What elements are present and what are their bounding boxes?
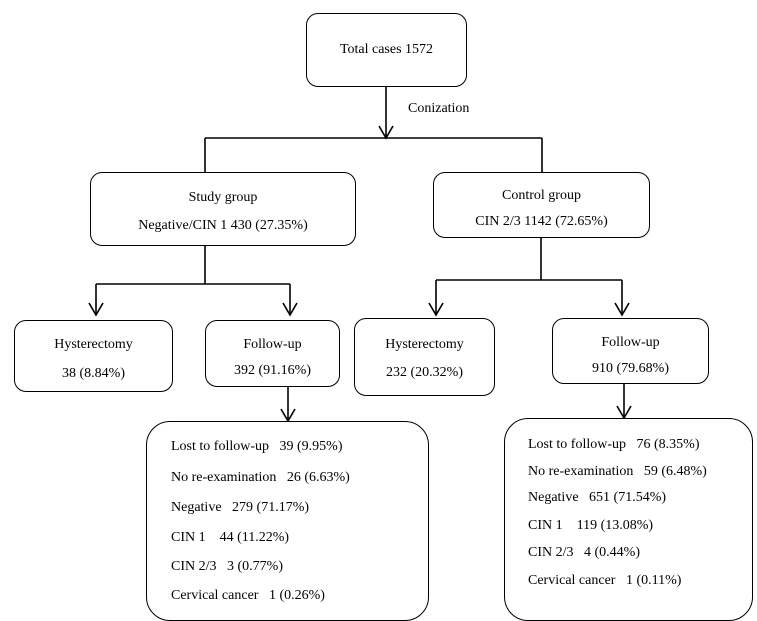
study-group-title: Study group bbox=[188, 190, 258, 205]
control-group-box: Control group CIN 2/3 1142 (72.65%) bbox=[433, 172, 650, 238]
outcome-row: Cervical cancer 1 (0.11%) bbox=[528, 574, 681, 588]
outcome-row: CIN 2/3 4 (0.44%) bbox=[528, 546, 640, 560]
root-box: Total cases 1572 bbox=[306, 13, 467, 87]
outcome-value: 59 (6.48%) bbox=[643, 464, 707, 479]
outcome-row: No re-examination 26 (6.63%) bbox=[171, 471, 350, 485]
outcome-value: 279 (71.17%) bbox=[232, 500, 310, 515]
outcome-value: 1 (0.26%) bbox=[268, 588, 325, 603]
outcome-value: 119 (13.08%) bbox=[576, 518, 654, 533]
outcome-label: Cervical cancer bbox=[528, 573, 616, 588]
control-followup-title: Follow-up bbox=[601, 335, 660, 350]
outcome-value: 44 (11.22%) bbox=[219, 530, 290, 545]
outcome-value: 651 (71.54%) bbox=[589, 490, 667, 505]
outcome-row: Lost to follow-up 39 (9.95%) bbox=[171, 440, 343, 454]
outcome-value: 3 (0.77%) bbox=[227, 559, 283, 574]
outcome-label: No re-examination bbox=[171, 470, 277, 485]
edge-label-conization: Conization bbox=[408, 101, 470, 116]
outcome-value: 26 (6.63%) bbox=[286, 470, 350, 485]
study-hysterectomy-title: Hysterectomy bbox=[54, 337, 133, 352]
control-hysterectomy-value: 232 (20.32%) bbox=[386, 365, 463, 380]
outcome-row: CIN 1 119 (13.08%) bbox=[528, 519, 653, 533]
arrowhead-study-followup bbox=[282, 302, 298, 317]
study-group-subtitle: Negative/CIN 1 430 (27.35%) bbox=[138, 218, 308, 233]
control-group-subtitle: CIN 2/3 1142 (72.65%) bbox=[475, 214, 608, 229]
outcome-label: CIN 2/3 bbox=[171, 559, 217, 574]
study-hysterectomy-box: Hysterectomy 38 (8.84%) bbox=[14, 320, 173, 392]
root-box-text: Total cases 1572 bbox=[339, 42, 434, 57]
arrowhead-control-hysterectomy bbox=[428, 302, 444, 317]
control-followup-box: Follow-up 910 (79.68%) bbox=[552, 318, 709, 384]
outcome-row: CIN 1 44 (11.22%) bbox=[171, 531, 289, 545]
control-group-title: Control group bbox=[502, 188, 581, 203]
outcome-row: Lost to follow-up 76 (8.35%) bbox=[528, 438, 700, 452]
outcome-label: CIN 1 bbox=[171, 530, 206, 545]
arrowhead-control-followup bbox=[614, 302, 630, 317]
study-followup-value: 392 (91.16%) bbox=[234, 363, 311, 378]
outcome-row: No re-examination 59 (6.48%) bbox=[528, 465, 707, 479]
outcome-label: Negative bbox=[528, 490, 579, 505]
control-followup-value: 910 (79.68%) bbox=[592, 361, 669, 376]
outcome-label: Lost to follow-up bbox=[528, 437, 626, 452]
outcome-label: Negative bbox=[171, 500, 222, 515]
outcome-value: 4 (0.44%) bbox=[584, 545, 640, 560]
study-hysterectomy-value: 38 (8.84%) bbox=[62, 366, 125, 381]
arrowhead-study-hysterectomy bbox=[88, 302, 104, 317]
outcome-value: 39 (9.95%) bbox=[279, 439, 343, 454]
study-outcomes-box: Lost to follow-up 39 (9.95%) No re-exami… bbox=[146, 421, 429, 621]
study-followup-title: Follow-up bbox=[243, 337, 302, 352]
outcome-label: CIN 1 bbox=[528, 518, 563, 533]
outcome-row: Cervical cancer 1 (0.26%) bbox=[171, 589, 325, 603]
study-followup-box: Follow-up 392 (91.16%) bbox=[205, 320, 340, 387]
outcome-row: CIN 2/3 3 (0.77%) bbox=[171, 560, 283, 574]
study-group-box: Study group Negative/CIN 1 430 (27.35%) bbox=[90, 172, 356, 246]
outcome-label: Lost to follow-up bbox=[171, 439, 269, 454]
outcome-row: Negative 651 (71.54%) bbox=[528, 491, 666, 505]
outcome-value: 1 (0.11%) bbox=[625, 573, 682, 588]
control-hysterectomy-box: Hysterectomy 232 (20.32%) bbox=[354, 318, 495, 396]
outcome-label: No re-examination bbox=[528, 464, 634, 479]
control-hysterectomy-title: Hysterectomy bbox=[385, 337, 464, 352]
control-outcomes-box: Lost to follow-up 76 (8.35%) No re-exami… bbox=[504, 418, 753, 621]
outcome-label: Cervical cancer bbox=[171, 588, 259, 603]
outcome-row: Negative 279 (71.17%) bbox=[171, 501, 309, 515]
outcome-value: 76 (8.35%) bbox=[636, 437, 700, 452]
outcome-label: CIN 2/3 bbox=[528, 545, 574, 560]
